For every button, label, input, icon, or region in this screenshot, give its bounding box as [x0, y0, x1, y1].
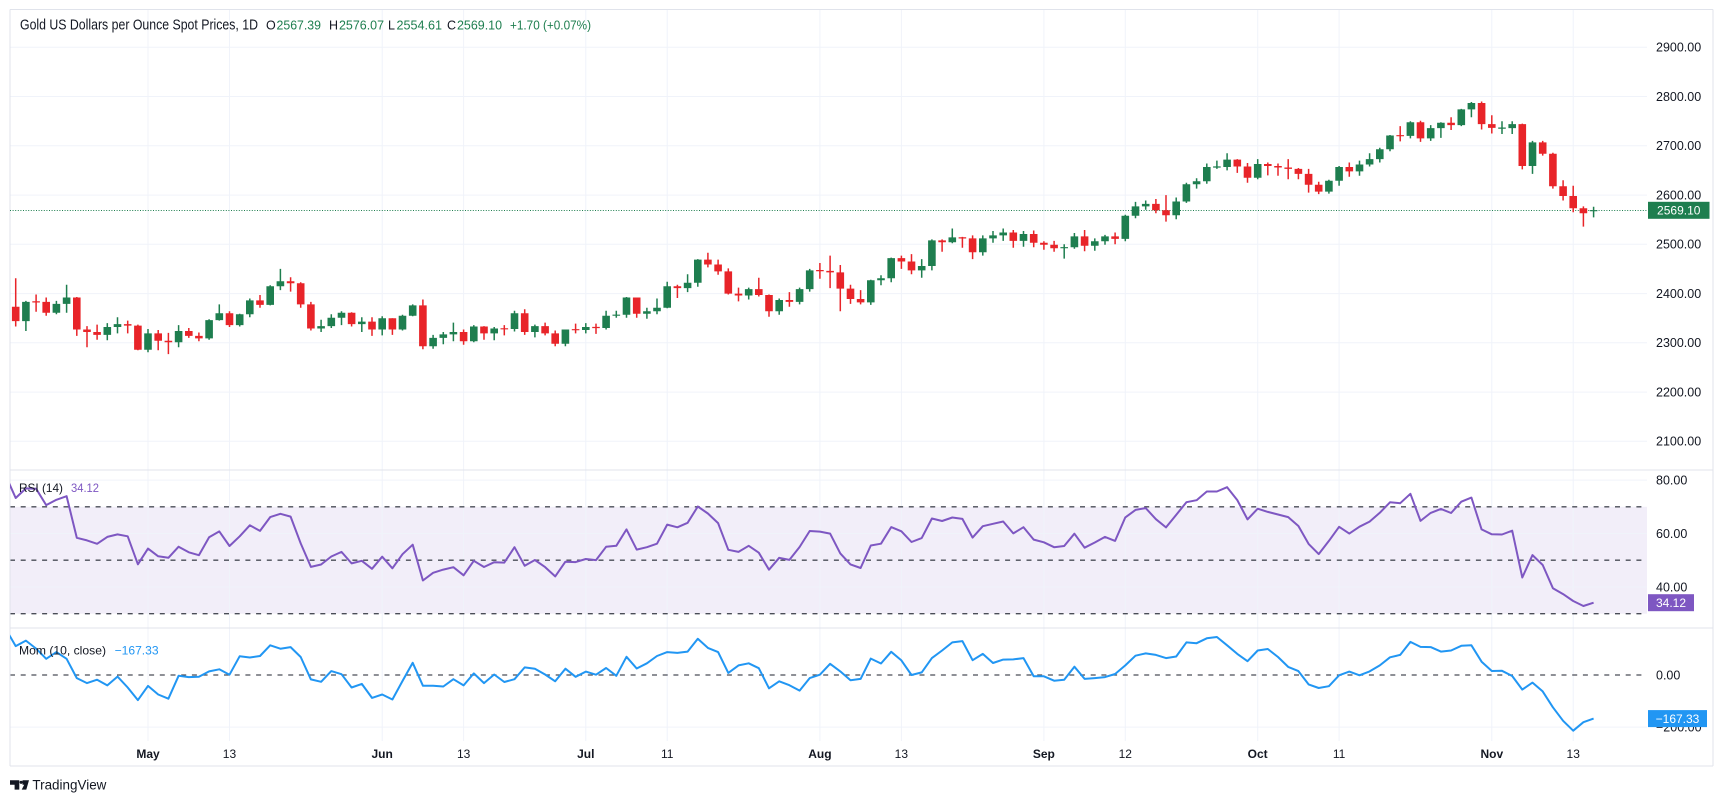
svg-text:C: C	[447, 19, 456, 33]
svg-text:60.00: 60.00	[1656, 527, 1687, 541]
svg-text:May: May	[136, 747, 160, 761]
svg-text:TradingView: TradingView	[32, 777, 106, 792]
svg-text:−167.33: −167.33	[115, 644, 159, 658]
svg-text:Nov: Nov	[1480, 747, 1503, 761]
svg-text:Aug: Aug	[808, 747, 831, 761]
svg-text:2800.00: 2800.00	[1656, 90, 1701, 104]
svg-text:34.12: 34.12	[71, 481, 99, 495]
svg-text:Jun: Jun	[372, 747, 393, 761]
svg-text:RSI (14): RSI (14)	[19, 481, 63, 495]
svg-text:Jul: Jul	[577, 747, 594, 761]
svg-text:Sep: Sep	[1033, 747, 1055, 761]
svg-text:L: L	[388, 19, 395, 33]
svg-text:2567.39: 2567.39	[277, 19, 322, 33]
svg-text:2554.61: 2554.61	[397, 19, 443, 33]
svg-text:0.00: 0.00	[1656, 668, 1680, 682]
svg-text:13: 13	[1567, 747, 1581, 761]
svg-text:−167.33: −167.33	[1656, 712, 1700, 726]
svg-text:2576.07: 2576.07	[339, 19, 384, 33]
svg-text:2600.00: 2600.00	[1656, 188, 1701, 202]
svg-text:O: O	[266, 19, 276, 33]
svg-text:11: 11	[661, 747, 674, 761]
svg-text:Mom (10, close): Mom (10, close)	[19, 644, 106, 658]
svg-text:80.00: 80.00	[1656, 473, 1687, 487]
svg-text:2500.00: 2500.00	[1656, 238, 1701, 252]
svg-text:13: 13	[223, 747, 237, 761]
svg-text:+1.70 (+0.07%): +1.70 (+0.07%)	[510, 19, 591, 33]
svg-text:2900.00: 2900.00	[1656, 41, 1701, 55]
svg-text:11: 11	[1333, 747, 1346, 761]
svg-text:2569.10: 2569.10	[1657, 204, 1701, 218]
svg-text:34.12: 34.12	[1656, 596, 1686, 610]
svg-text:Oct: Oct	[1248, 747, 1268, 761]
svg-text:2100.00: 2100.00	[1656, 435, 1701, 449]
svg-text:2400.00: 2400.00	[1656, 287, 1701, 301]
svg-text:H: H	[329, 19, 338, 33]
svg-text:13: 13	[895, 747, 909, 761]
svg-text:12: 12	[1119, 747, 1133, 761]
svg-text:40.00: 40.00	[1656, 580, 1687, 594]
svg-text:2569.10: 2569.10	[457, 19, 502, 33]
svg-text:2300.00: 2300.00	[1656, 336, 1701, 350]
svg-text:2200.00: 2200.00	[1656, 385, 1701, 399]
svg-text:13: 13	[457, 747, 471, 761]
svg-text:2700.00: 2700.00	[1656, 139, 1701, 153]
svg-text:Gold US Dollars per Ounce Spot: Gold US Dollars per Ounce Spot Prices, 1…	[20, 17, 258, 34]
